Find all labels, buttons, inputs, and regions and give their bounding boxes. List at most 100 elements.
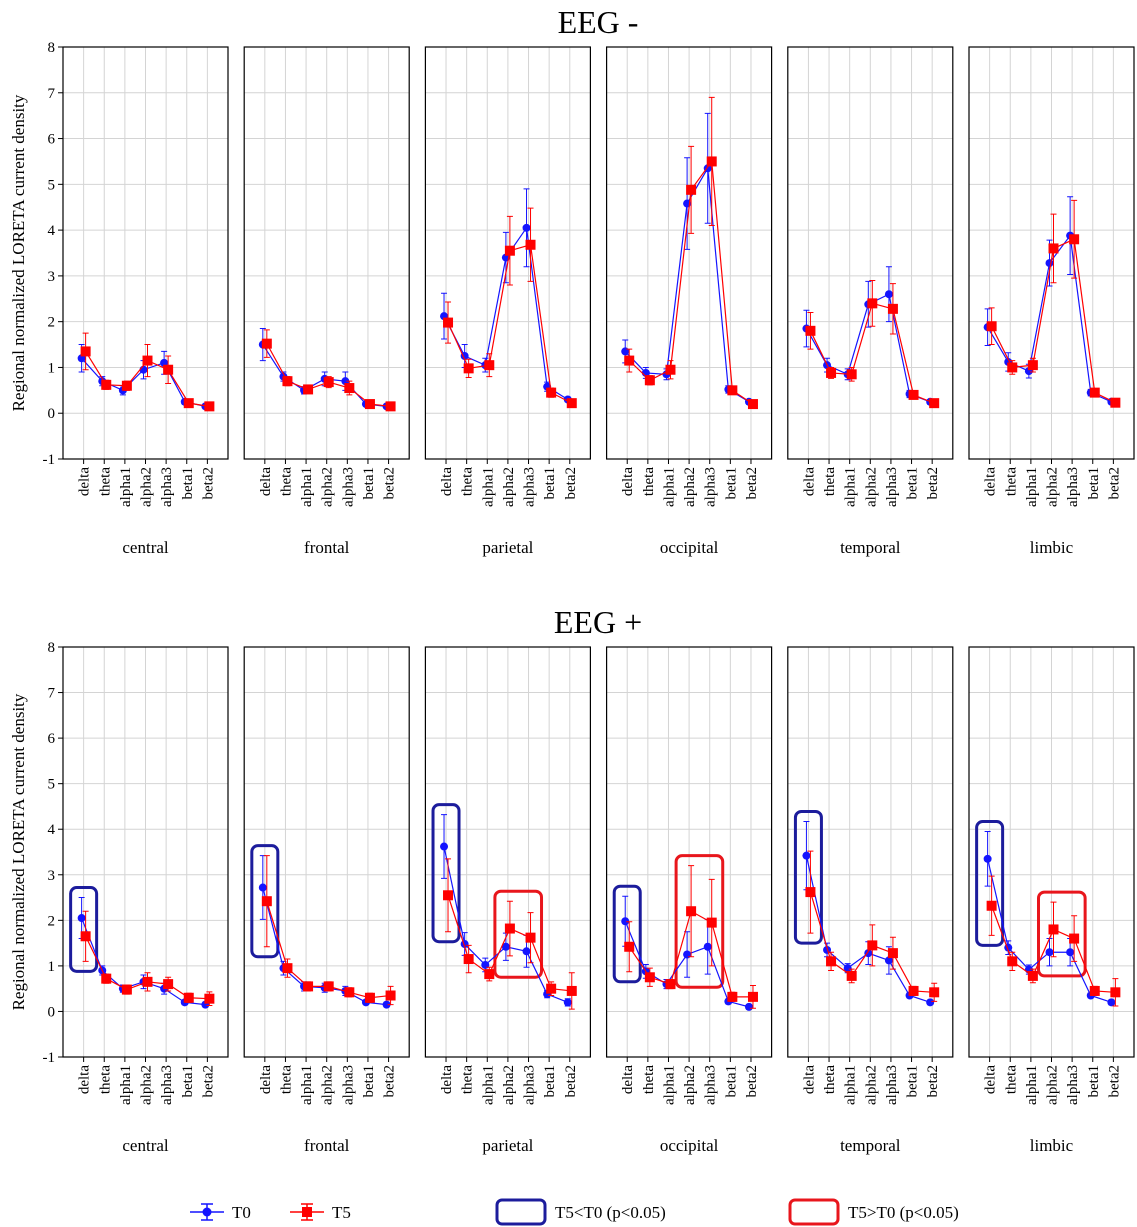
point (624, 355, 635, 366)
x-tick-label: alpha1 (480, 467, 496, 507)
legend-box (788, 1198, 840, 1226)
point (1045, 259, 1054, 268)
point (1048, 243, 1059, 254)
x-axis-label: frontal (304, 1136, 350, 1155)
point (706, 917, 717, 928)
point (926, 998, 935, 1007)
point (887, 948, 898, 959)
x-tick-label: alpha1 (843, 1065, 859, 1105)
point (323, 981, 334, 992)
x-axis-label: limbic (1030, 538, 1074, 557)
point (908, 985, 919, 996)
x-tick-label: delta (439, 467, 455, 496)
point (1110, 397, 1121, 408)
panel-frame (424, 646, 591, 1058)
point (121, 984, 132, 995)
x-tick-label: alpha1 (118, 1065, 134, 1105)
y-tick-label: 4 (48, 822, 56, 838)
x-tick-label: theta (97, 1065, 113, 1094)
x-axis-label: temporal (840, 1136, 901, 1155)
x-axis-label: occipital (660, 1136, 719, 1155)
x-tick-label: beta2 (744, 1065, 760, 1097)
point (183, 992, 194, 1003)
x-tick-label: alpha1 (661, 467, 677, 507)
x-tick-label: alpha3 (159, 467, 175, 507)
point (525, 239, 536, 250)
point (183, 398, 194, 409)
panel-frame (605, 46, 773, 460)
point (826, 367, 837, 378)
x-tick-label: alpha2 (501, 1065, 517, 1105)
x-tick-label: alpha3 (703, 1065, 719, 1105)
point (504, 923, 515, 934)
x-tick-label: theta (641, 1065, 657, 1094)
panel-frame (968, 646, 1135, 1058)
significance-box (431, 803, 461, 944)
row-title: EEG - (558, 4, 639, 40)
panel-frame (62, 46, 229, 460)
point (204, 993, 215, 1004)
x-tick-label: theta (1003, 467, 1019, 496)
x-tick-label: alpha2 (863, 1065, 879, 1105)
y-tick-label: -1 (43, 452, 56, 468)
x-tick-label: beta1 (723, 467, 739, 499)
point (382, 1000, 391, 1009)
point (443, 890, 454, 901)
point (805, 325, 816, 336)
x-tick-label: beta2 (563, 1065, 579, 1097)
x-axis-label: parietal (482, 538, 533, 557)
panel-frame (968, 46, 1135, 460)
x-tick-label: alpha2 (139, 467, 155, 507)
point (665, 979, 676, 990)
x-tick-label: theta (460, 467, 476, 496)
x-tick-label: alpha3 (884, 1065, 900, 1105)
point (282, 963, 293, 974)
x-tick-label: beta1 (905, 467, 921, 499)
x-tick-label: delta (983, 1065, 999, 1094)
point (1027, 360, 1038, 371)
point (204, 401, 215, 412)
point (867, 940, 878, 951)
point (665, 364, 676, 375)
x-tick-label: alpha1 (480, 1065, 496, 1105)
point (303, 981, 314, 992)
y-tick-label: 1 (48, 360, 56, 376)
panel-frame (787, 46, 954, 460)
x-tick-label: delta (801, 467, 817, 496)
point (142, 976, 153, 987)
y-tick-label: 0 (48, 1004, 56, 1020)
y-tick-label: 2 (48, 315, 56, 331)
panel-frame (62, 646, 229, 1058)
x-tick-label: alpha3 (703, 467, 719, 507)
x-axis-label: central (122, 1136, 169, 1155)
x-tick-label: beta1 (542, 1065, 558, 1097)
y-tick-label: 7 (48, 86, 56, 102)
y-tick-label: 0 (48, 406, 56, 422)
point (887, 303, 898, 314)
x-axis-label: occipital (660, 538, 719, 557)
y-axis-label: Regional normalized LORETA current densi… (9, 693, 28, 1010)
point (261, 338, 272, 349)
point (101, 379, 112, 390)
point (101, 973, 112, 984)
x-axis-label: frontal (304, 538, 350, 557)
y-tick-label: 6 (48, 132, 56, 148)
point (703, 942, 712, 951)
point (385, 990, 396, 1001)
x-tick-label: beta2 (382, 1065, 398, 1097)
point (805, 887, 816, 898)
y-tick-label: 5 (48, 177, 56, 193)
point (884, 290, 893, 299)
point (463, 954, 474, 965)
point (163, 364, 174, 375)
point (282, 376, 293, 387)
point (563, 998, 572, 1007)
panel-frame (243, 646, 410, 1058)
point (484, 360, 495, 371)
point (686, 184, 697, 195)
y-tick-label: 7 (48, 686, 56, 702)
point (747, 399, 758, 410)
x-tick-label: alpha1 (661, 1065, 677, 1105)
x-tick-label: delta (258, 467, 274, 496)
